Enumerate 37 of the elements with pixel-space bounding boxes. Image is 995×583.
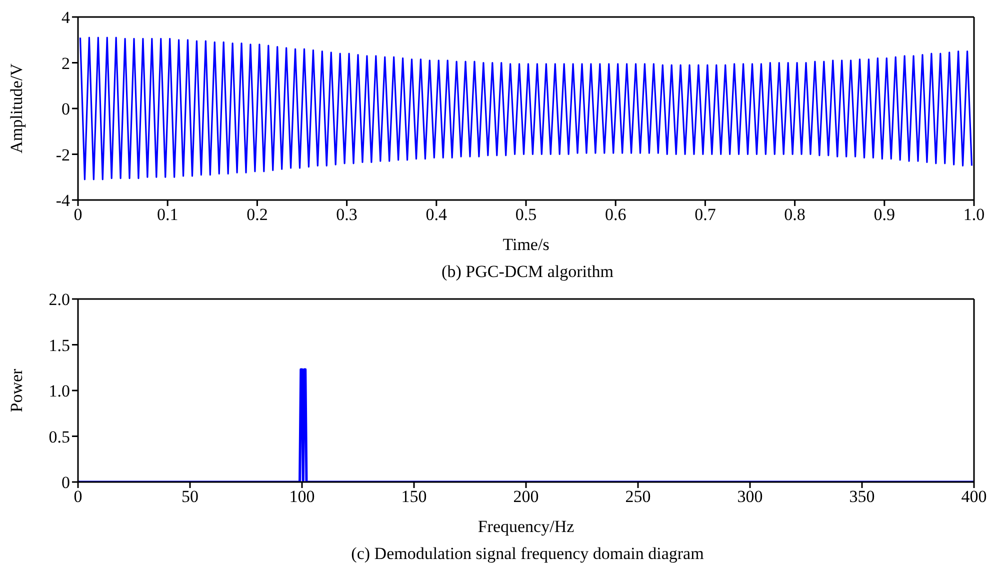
y-tick-label: 0.5	[48, 427, 70, 446]
y-tick-label: 2	[62, 54, 70, 73]
x-tick-label: 0.9	[874, 205, 896, 224]
text: (c) Demodulation signal frequency domain diagram	[350, 543, 705, 565]
x-tick-label: 0.5	[515, 205, 537, 224]
line-series	[79, 36, 973, 180]
text: (b) PGC-DCM algorithm	[440, 261, 614, 283]
x-tick-label: 400	[961, 487, 987, 506]
x-tick-label: 0	[74, 487, 82, 506]
x-tick-label: 0.3	[336, 205, 358, 224]
x-tick-label: 100	[289, 487, 315, 506]
x-tick-label: 0.8	[784, 205, 806, 224]
x-tick-label: 0.2	[246, 205, 268, 224]
y-tick-label: 0	[62, 473, 70, 492]
y-tick-label: 0	[62, 100, 70, 119]
y-axis-title: Amplitude/V	[7, 62, 26, 154]
y-tick-label: 2.0	[48, 290, 70, 310]
x-tick-label: 1.0	[963, 205, 985, 224]
y-tick-label: -4	[56, 191, 70, 210]
y-tick-label: 1.0	[48, 382, 70, 401]
x-tick-label: 300	[737, 487, 763, 506]
x-axis-title: Frequency/Hz	[478, 517, 575, 536]
x-tick-label: 200	[513, 487, 539, 506]
x-tick-label: 0.7	[694, 205, 716, 224]
x-tick-label: 350	[849, 487, 875, 506]
x-tick-label: 250	[625, 487, 651, 506]
x-tick-label: 0.1	[156, 205, 178, 224]
y-axis-title: Power	[7, 368, 26, 412]
x-tick-label: 150	[401, 487, 427, 506]
x-tick-label: 0	[74, 205, 82, 224]
x-axis-title: Time/s	[502, 235, 550, 254]
x-tick-label: 0.4	[426, 205, 448, 224]
x-tick-label: 50	[182, 487, 198, 506]
y-tick-label: 4	[62, 8, 70, 28]
x-tick-label: 0.6	[604, 205, 626, 224]
y-tick-label: 1.5	[48, 336, 70, 355]
y-tick-label: -2	[56, 145, 70, 164]
